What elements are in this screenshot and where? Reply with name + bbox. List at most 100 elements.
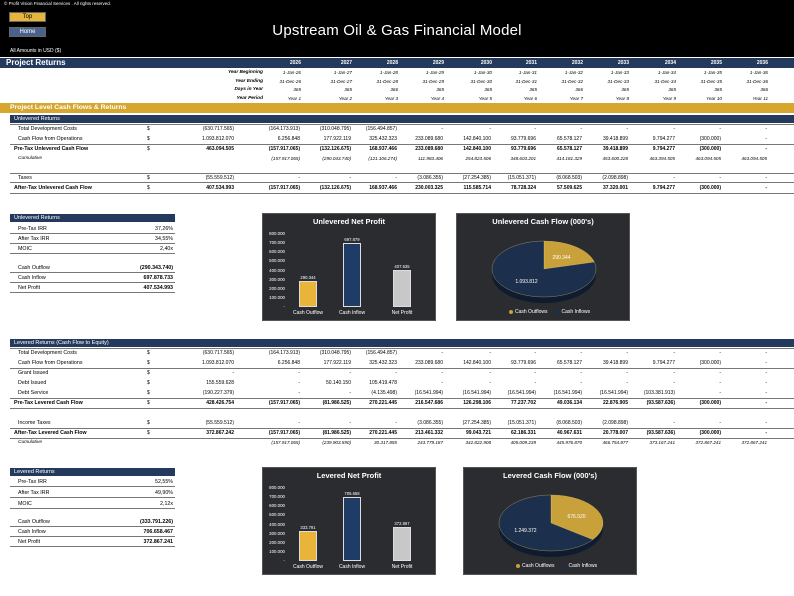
table-cell: 126.298.106 bbox=[463, 400, 491, 406]
table-cell: (157.917.065) bbox=[268, 400, 300, 406]
table-cell: 142.840.100 bbox=[463, 360, 491, 366]
table-cell: 372.867.241 bbox=[741, 440, 767, 445]
unlevered-header-bar bbox=[10, 115, 794, 123]
summary-divider bbox=[10, 233, 175, 234]
currency-symbol: $ bbox=[147, 185, 150, 191]
table-cell: - bbox=[489, 380, 491, 386]
unlevered_summary-header-bar bbox=[10, 214, 175, 222]
table-cell: - bbox=[719, 420, 721, 426]
summary-divider bbox=[10, 508, 175, 509]
bar-net-profit bbox=[393, 269, 411, 307]
summary-divider bbox=[10, 292, 175, 293]
table-cell: - bbox=[580, 350, 582, 356]
summary-label: Cash Outflow bbox=[18, 265, 50, 271]
summary-value: 52,55% bbox=[155, 479, 173, 485]
row-divider bbox=[10, 348, 794, 349]
row-label: Pre-Tax Levered Cash Flow bbox=[14, 400, 83, 406]
table-cell: 93.779.696 bbox=[510, 146, 536, 152]
row-total: 372.867.242 bbox=[206, 430, 234, 436]
row-divider bbox=[10, 182, 794, 183]
period-cell: Year 3 bbox=[384, 95, 398, 101]
unlevered-header: Unlevered Returns bbox=[14, 116, 60, 122]
table-cell: - bbox=[765, 420, 767, 426]
row-total: 407.534.993 bbox=[206, 185, 234, 191]
bar-cash-outflow bbox=[299, 280, 317, 307]
period-cell: 31-Dec-34 bbox=[654, 78, 676, 84]
table-cell: 115.585.714 bbox=[463, 185, 491, 191]
bar-cash-inflow bbox=[343, 243, 361, 307]
chart-title: Levered Cash Flow (000's) bbox=[503, 471, 597, 480]
table-cell: (2.098.898) bbox=[602, 175, 628, 181]
table-cell: 6.256.848 bbox=[277, 360, 300, 366]
period-label: Year Ending bbox=[235, 78, 263, 84]
year-header-2026: 2026 bbox=[289, 60, 301, 66]
table-cell: (3.086.355) bbox=[417, 420, 443, 426]
table-cell: (310.048.795) bbox=[319, 350, 351, 356]
table-cell: (27.254.385) bbox=[462, 420, 491, 426]
x-category-label: Net Profit bbox=[391, 564, 413, 570]
table-cell: - bbox=[626, 126, 628, 132]
levered-net-profit-chart: Levered Net Profit 800.000 700.000 600.000 5… bbox=[262, 467, 436, 575]
period-label: Year Period bbox=[236, 95, 263, 101]
table-cell: - bbox=[349, 420, 351, 426]
table-cell: 9.794.277 bbox=[652, 136, 675, 142]
legend-label: Cash Outflows bbox=[515, 309, 548, 315]
summary-value: 2,40x bbox=[160, 246, 173, 252]
table-cell: (290.043.740) bbox=[322, 156, 351, 161]
table-cell: 168.937.466 bbox=[369, 146, 397, 152]
y-tick-label: 600.000 bbox=[269, 249, 285, 255]
table-cell: (27.254.385) bbox=[462, 175, 491, 181]
table-cell: - bbox=[719, 390, 721, 396]
summary-value: 706.658.467 bbox=[143, 529, 173, 535]
table-cell: (164.173.913) bbox=[268, 126, 300, 132]
summary-label: After Tax IRR bbox=[18, 236, 50, 242]
period-cell: 365 bbox=[436, 87, 444, 92]
unlevered-net-profit-chart: Unlevered Net Profit 800.000 700.000 600.00… bbox=[262, 213, 436, 321]
table-cell: - bbox=[765, 430, 767, 436]
currency-symbol: $ bbox=[147, 126, 150, 132]
currency-symbol: $ bbox=[147, 430, 150, 436]
table-cell: - bbox=[489, 370, 491, 376]
table-cell: 213.461.332 bbox=[415, 430, 443, 436]
table-cell: (81.986.525) bbox=[322, 400, 351, 406]
row-label: After-Tax Levered Cash Flow bbox=[14, 430, 87, 436]
row-label: Total Development Costs bbox=[18, 350, 77, 356]
table-cell: - bbox=[673, 380, 675, 386]
table-cell: 463.094.505 bbox=[741, 156, 767, 161]
period-cell: 365 bbox=[484, 87, 492, 92]
pie-value-label: 676.520 bbox=[567, 514, 585, 520]
table-cell: - bbox=[765, 400, 767, 406]
period-cell: 365 bbox=[529, 87, 537, 92]
table-cell: 65.578.127 bbox=[556, 360, 582, 366]
top-button[interactable]: Top bbox=[9, 12, 46, 22]
table-cell: (16.541.994) bbox=[462, 390, 491, 396]
table-cell: - bbox=[489, 350, 491, 356]
table-cell: (300.000) bbox=[699, 136, 721, 142]
period-cell: 31-Dec-32 bbox=[561, 78, 583, 84]
pie-value-label: 1.093.812 bbox=[515, 279, 537, 285]
chart-title: Unlevered Net Profit bbox=[312, 217, 386, 226]
table-cell: 93.779.696 bbox=[510, 136, 536, 142]
table-cell: - bbox=[349, 390, 351, 396]
page-title: Upstream Oil & Gas Financial Model bbox=[272, 22, 522, 39]
table-cell: (239.903.590) bbox=[322, 440, 351, 445]
table-cell: (157.917.065) bbox=[268, 430, 300, 436]
period-cell: 365 bbox=[293, 87, 301, 92]
home-button[interactable]: Home bbox=[9, 27, 46, 37]
row-label: Pre-Tax Unlevered Cash Flow bbox=[14, 146, 89, 152]
table-cell: 9.794.277 bbox=[652, 360, 675, 366]
period-cell: Year 10 bbox=[706, 95, 722, 101]
table-cell: 233.089.680 bbox=[415, 146, 443, 152]
pie-slice-cash-outflows bbox=[543, 240, 595, 270]
summary-divider bbox=[10, 546, 175, 547]
summary-value: 34,55% bbox=[155, 236, 173, 242]
period-cell: 365 bbox=[714, 87, 722, 92]
table-cell: 414.181.329 bbox=[556, 156, 582, 161]
section-title: Project Level Cash Flows & Returns bbox=[10, 104, 127, 111]
y-tick-label: 300.000 bbox=[269, 276, 285, 282]
table-cell: - bbox=[489, 126, 491, 132]
table-cell: 243.779.187 bbox=[417, 440, 443, 445]
y-tick-label: 200.000 bbox=[269, 285, 285, 291]
currency-symbol: $ bbox=[147, 350, 150, 356]
table-cell: - bbox=[534, 126, 536, 132]
